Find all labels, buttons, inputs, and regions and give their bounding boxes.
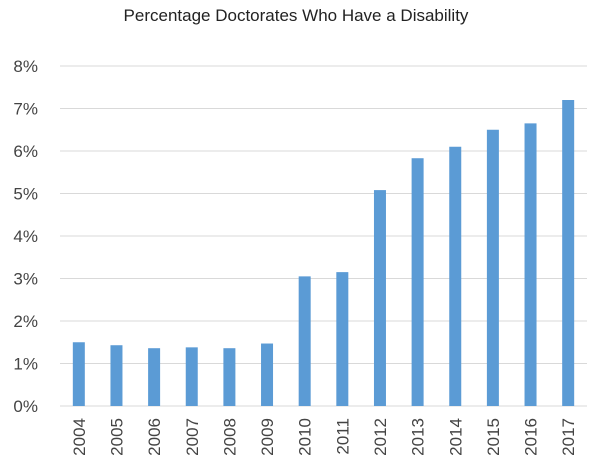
bar-2005 [110,345,123,406]
y-tick-label: 5% [13,185,38,204]
bar-2013 [411,158,424,406]
chart-title: Percentage Doctorates Who Have a Disabil… [123,6,469,25]
y-tick-label: 4% [13,227,38,246]
bar-2007 [185,347,198,406]
bar-2015 [486,129,499,406]
y-axis-ticks: 0% 1% 2% 3% 4% 5% 6% 7% 8% [13,57,38,416]
bar-2006 [148,348,161,406]
bar-2008 [223,348,236,406]
y-tick-label: 2% [13,312,38,331]
gridlines [60,65,587,407]
x-tick-label: 2016 [522,418,541,456]
x-tick-label: 2012 [371,418,390,456]
x-tick-label: 2008 [220,418,239,456]
x-tick-label: 2006 [145,418,164,456]
bar-2012 [373,190,386,406]
bars [72,100,575,406]
y-tick-label: 1% [13,355,38,374]
x-tick-label: 2009 [258,418,277,456]
x-tick-label: 2005 [107,418,126,456]
bar-2011 [336,272,349,406]
y-tick-label: 6% [13,142,38,161]
x-tick-label: 2017 [559,418,578,456]
bar-2016 [524,123,537,406]
y-tick-label: 3% [13,270,38,289]
x-tick-label: 2013 [409,418,428,456]
x-tick-label: 2011 [333,418,352,455]
bar-2009 [261,343,274,406]
y-tick-label: 7% [13,100,38,119]
x-tick-label: 2004 [70,418,89,456]
x-tick-label: 2007 [183,418,202,456]
bar-2004 [72,342,85,406]
bar-2014 [449,146,462,406]
y-tick-label: 8% [13,57,38,76]
x-tick-label: 2015 [484,418,503,456]
x-tick-label: 2010 [296,418,315,456]
y-tick-label: 0% [13,397,38,416]
x-axis-ticks: 2004 2005 2006 2007 2008 2009 2010 2011 2012 2013… [70,418,578,456]
bar-2017 [562,100,575,406]
x-tick-label: 2014 [446,418,465,456]
bar-2010 [298,276,311,406]
